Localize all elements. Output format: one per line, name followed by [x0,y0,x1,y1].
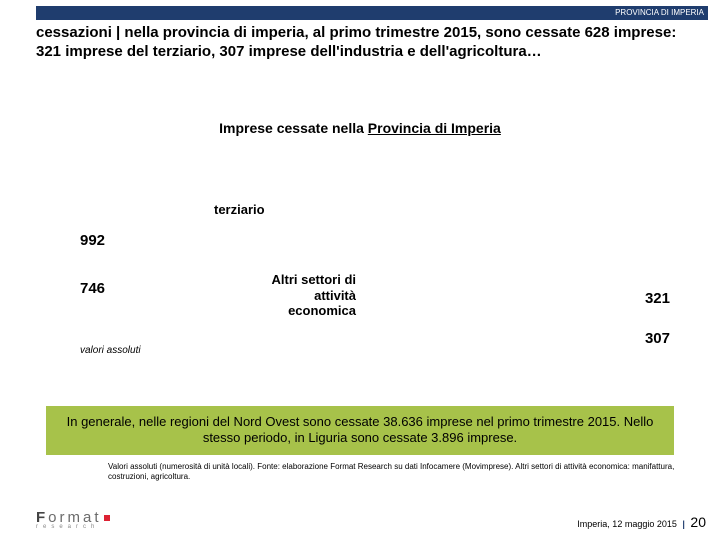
value-altri-2013: 746 [80,280,105,297]
label-terziario: terziario [214,202,265,217]
footnote: Valori assoluti (numerosità di unità loc… [108,462,690,482]
chart-title: Imprese cessate nella Provincia di Imper… [0,120,720,136]
page-title: cessazioni | nella provincia di imperia,… [36,24,700,62]
value-terziario-2015: 321 [645,290,670,307]
title-rest: | nella provincia di imperia, al primo t… [36,24,676,60]
title-lead: cessazioni [36,24,112,41]
chart-title-prefix: Imprese cessate nella [219,120,368,136]
page-number: 20 [690,514,706,530]
chart-title-underline: Provincia di Imperia [368,120,501,136]
footer-right: Imperia, 12 maggio 2015 | 20 [577,514,706,530]
value-altri-2015: 307 [645,330,670,347]
logo: Format research [36,509,110,530]
header-label: PROVINCIA DI IMPERIA [613,6,706,20]
chart-note: valori assoluti [80,345,141,356]
logo-subtext: research [36,524,110,530]
value-terziario-2013: 992 [80,232,105,249]
footer-separator: | [679,519,688,529]
summary-box: In generale, nelle regioni del Nord Oves… [46,406,674,455]
footer-place-date: Imperia, 12 maggio 2015 [577,519,677,529]
label-altri: Altri settori di attività economica [246,272,356,319]
logo-dot-icon [104,515,110,521]
header-bar [36,6,708,20]
